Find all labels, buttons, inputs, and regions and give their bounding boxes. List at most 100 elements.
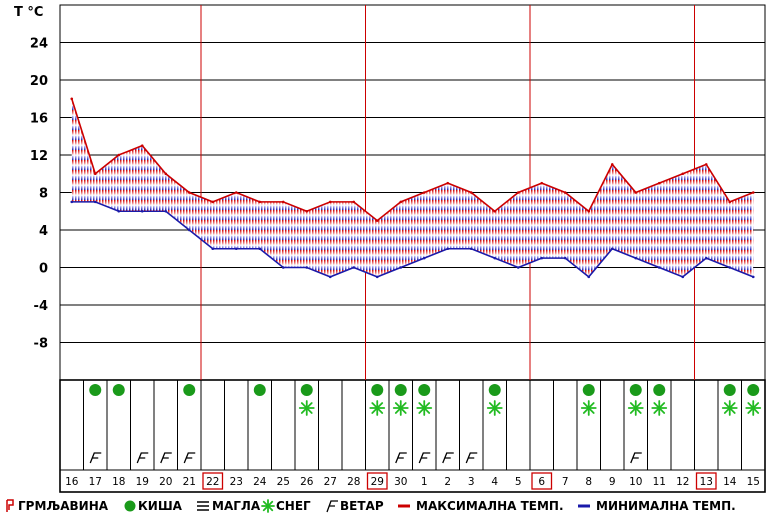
y-tick-label: 24: [30, 37, 48, 52]
min-temp-point: [422, 256, 426, 260]
rain-icon: [723, 384, 736, 396]
wind-icon: [395, 452, 407, 464]
wind-icon: [442, 452, 454, 464]
wind-icon: [326, 500, 338, 513]
snow-icon: [416, 400, 433, 416]
min-temp-point: [446, 247, 450, 251]
wind-icon: [89, 452, 102, 464]
min-temp-point: [540, 256, 544, 260]
max-temp-line: [70, 98, 754, 222]
max-temp-point: [164, 172, 168, 176]
min-temp-point: [751, 275, 755, 279]
max-temp-point: [634, 191, 638, 194]
min-temp-point: [140, 209, 144, 213]
snow-stroke: [371, 402, 384, 414]
min-temp-point: [681, 275, 685, 279]
min-temp-point: [352, 266, 356, 269]
wind-icon: [630, 452, 642, 464]
day-label: 15: [747, 476, 760, 488]
max-temp-point: [281, 200, 285, 204]
min-temp-point: [610, 247, 614, 251]
min-temp-point: [305, 266, 309, 269]
snow-icon: [392, 400, 409, 416]
y-tick-label: 8: [39, 187, 48, 202]
min-temp-point: [164, 209, 168, 213]
legend-label: МАГЛА: [212, 499, 261, 513]
max-temp-point: [587, 209, 591, 213]
day-label: 22: [206, 476, 219, 488]
rain-icon: [183, 384, 196, 396]
highlighted-day-box: [695, 472, 717, 490]
rain-icon: [89, 384, 102, 396]
day-label: 17: [89, 476, 102, 488]
day-label: 18: [112, 476, 125, 488]
snow-icon: [721, 400, 738, 416]
wind-icon: [160, 452, 172, 464]
max-temp-point: [93, 172, 97, 176]
rain-icon: [582, 384, 595, 396]
rain-icon: [418, 384, 431, 396]
y-axis-ticks: 24 20 16 12 8 4 0 -4 -8: [30, 37, 48, 352]
min-temp-point: [634, 256, 638, 260]
max-temp-point: [352, 200, 356, 204]
weather-symbols: [59, 380, 765, 471]
thunder-icon: [6, 499, 14, 512]
day-label: 29: [371, 476, 384, 488]
day-label: 2: [444, 476, 451, 488]
legend-label: МИНИМАЛНА ТЕМП.: [596, 499, 736, 513]
snow-stroke: [394, 402, 407, 414]
y-tick-label: 0: [39, 262, 48, 277]
min-temp-point: [187, 228, 191, 232]
snow-icon: [627, 400, 644, 416]
temperature-range-band: [71, 98, 754, 277]
snow-stroke: [723, 402, 736, 414]
day-label: 14: [723, 476, 737, 488]
wind-icon: [418, 452, 431, 464]
day-label: 26: [300, 476, 314, 488]
unit-label: T °C: [14, 5, 43, 20]
day-label: 13: [700, 476, 713, 488]
min-temp-point: [281, 266, 285, 269]
day-label: 19: [136, 476, 149, 488]
snow-icon: [651, 400, 668, 416]
snow-icon: [580, 400, 597, 416]
snow-stroke: [653, 402, 666, 414]
legend-label: МАКСИМАЛНА ТЕМП.: [416, 499, 564, 513]
day-label: 20: [159, 476, 172, 488]
legend-item-min: МИНИМАЛНА ТЕМП.: [578, 499, 736, 513]
max-temp-point: [516, 191, 520, 194]
highlighted-day-box: [202, 472, 224, 490]
legend-label: КИША: [138, 499, 183, 513]
min-temp-point: [117, 209, 121, 213]
snow-stroke: [300, 402, 313, 414]
min-temp-point: [657, 266, 661, 269]
min-temp-point: [399, 266, 403, 269]
max-temp-point: [211, 200, 215, 204]
max-temp-point: [681, 172, 685, 176]
day-label: 8: [585, 476, 592, 488]
legend-item-rain: КИША: [124, 499, 183, 513]
legend-item-max: МАКСИМАЛНА ТЕМП.: [398, 499, 564, 513]
max-temp-point: [305, 209, 309, 213]
day-label: 9: [609, 476, 616, 488]
rain-icon: [300, 384, 313, 396]
snow-icon: [261, 499, 275, 513]
snow-stroke: [747, 402, 760, 414]
day-label: 24: [253, 476, 267, 488]
min-temp-point: [70, 200, 74, 204]
snow-stroke: [629, 402, 642, 414]
rain-icon: [653, 384, 666, 396]
max-temp-point: [657, 181, 661, 185]
min-temp-point: [728, 266, 732, 269]
min-temp-point: [375, 275, 379, 279]
y-tick-label: 20: [30, 74, 48, 89]
max-temp-point: [399, 200, 403, 204]
legend-item-wind: ВЕТАР: [326, 499, 384, 513]
highlighted-day-box: [366, 472, 388, 490]
y-tick-label: -4: [34, 299, 48, 314]
day-label: 10: [629, 476, 642, 488]
day-label: 6: [538, 476, 545, 488]
min-temp-line: [71, 201, 754, 278]
rain-icon: [394, 384, 407, 396]
rain-icon: [253, 384, 266, 396]
